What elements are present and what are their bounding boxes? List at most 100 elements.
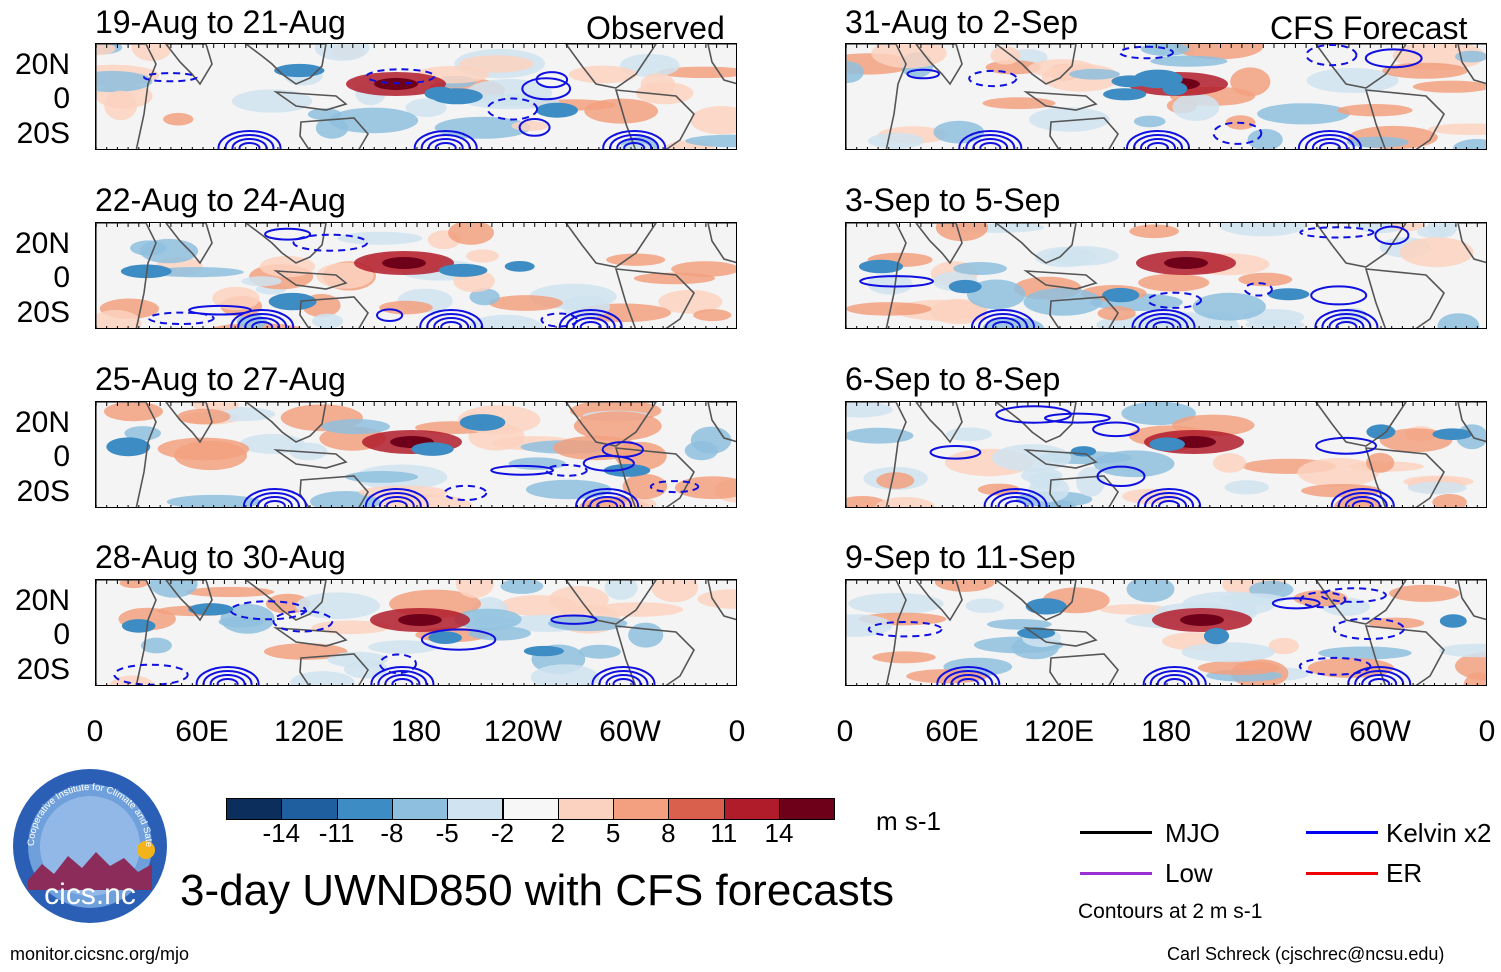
- easterly-shade: [274, 63, 325, 78]
- kelvin-contour: [256, 496, 293, 507]
- coastline: [1023, 270, 1098, 290]
- colorbar-label: 11: [710, 818, 738, 848]
- kelvin-contour: [1299, 226, 1375, 239]
- westerly-core-max: [382, 257, 426, 269]
- coastline: [1049, 475, 1119, 507]
- coastline: [846, 44, 907, 149]
- kelvin-contour: [1137, 488, 1202, 507]
- anomaly-shade: [1023, 288, 1102, 316]
- kelvin-contour: [1337, 492, 1388, 507]
- uwnd-map-5: [846, 44, 1486, 149]
- kelvin-contour: [391, 678, 414, 685]
- easterly-shade: [603, 464, 651, 477]
- anomaly-shade: [868, 132, 924, 149]
- lat-label: 0: [53, 618, 70, 651]
- kelvin-contour: [609, 134, 660, 149]
- anomaly-shade: [1432, 494, 1467, 507]
- anomaly-shade: [1099, 604, 1169, 615]
- contours-note: Contours at 2 m s-1: [1078, 900, 1263, 923]
- coastline: [1049, 653, 1119, 685]
- kelvin-contour: [264, 227, 312, 241]
- anomaly-shade: [337, 231, 423, 245]
- anomaly-shade: [96, 70, 153, 93]
- kelvin-contour: [378, 496, 415, 507]
- lon-label: 120E: [1023, 715, 1095, 748]
- map-panel-3: [95, 401, 737, 508]
- easterly-shade: [1102, 287, 1140, 303]
- coastline: [707, 402, 736, 443]
- uwnd-map-2: [96, 223, 736, 328]
- colorbar-swatch: [557, 798, 615, 820]
- kelvin-contour: [979, 142, 1002, 149]
- easterly-shade: [1017, 627, 1056, 639]
- anomaly-shade: [1224, 480, 1270, 495]
- anomaly-shade: [1368, 617, 1425, 629]
- kelvin-contour: [1152, 321, 1175, 328]
- easterly-shade: [438, 263, 488, 277]
- kelvin-contour: [1344, 496, 1381, 507]
- coastline: [96, 44, 157, 149]
- anomaly-shade: [1257, 103, 1350, 125]
- anomaly-shade: [1297, 458, 1379, 487]
- colorbar-swatch: [613, 798, 670, 820]
- anomaly-shade: [876, 472, 915, 489]
- kelvin-contour: [1351, 500, 1374, 507]
- kelvin-contour: [1144, 492, 1195, 507]
- anomaly-shade: [1438, 643, 1486, 658]
- kelvin-contour: [598, 670, 649, 685]
- lat-label: 20S: [16, 117, 70, 150]
- uwnd-map-8: [846, 580, 1486, 685]
- anomaly-shade: [458, 55, 534, 73]
- kelvin-contour: [1118, 45, 1174, 60]
- uwnd-map-4: [96, 580, 736, 685]
- kelvin-contour: [1044, 412, 1111, 424]
- colorbar-label: 8: [661, 818, 676, 848]
- legend-label-kelvin: Kelvin x2: [1386, 818, 1492, 848]
- kelvin-contour: [545, 464, 588, 477]
- kelvin-contour: [540, 312, 578, 328]
- coastline: [1023, 449, 1098, 469]
- colorbar-label: 14: [764, 818, 794, 848]
- legend-line-kelvin: [1306, 831, 1378, 834]
- lon-label: 120E: [273, 715, 345, 748]
- anomaly-shade: [212, 286, 260, 311]
- easterly-shade: [536, 102, 578, 118]
- easterly-shade: [106, 437, 151, 457]
- kelvin-contour: [579, 321, 602, 328]
- uwnd-map-1: [96, 44, 736, 149]
- footer-url[interactable]: monitor.cicsnc.org/mjo: [10, 944, 190, 964]
- anomaly-shade: [405, 98, 447, 118]
- lon-label: 60E: [925, 715, 979, 748]
- figure-title: 3-day UWND850 with CFS forecasts: [180, 866, 894, 915]
- kelvin-contour: [582, 454, 635, 472]
- coastline: [299, 653, 369, 685]
- kelvin-contour: [1158, 500, 1181, 507]
- anomaly-shade: [982, 97, 1056, 110]
- kelvin-contour: [371, 492, 422, 507]
- colorbar-swatch: [447, 798, 504, 820]
- kelvin-contour: [147, 311, 215, 326]
- kelvin-contour: [384, 674, 421, 685]
- colorbar-label: -14: [262, 818, 301, 848]
- kelvin-contour: [906, 68, 940, 80]
- anomaly-shade: [500, 580, 544, 594]
- lat-label: 20N: [14, 48, 70, 81]
- panel-date-2: 22-Aug to 24-Aug: [95, 182, 346, 218]
- kelvin-contour: [649, 480, 700, 494]
- anomaly-shade: [96, 44, 116, 56]
- coastline: [244, 580, 327, 621]
- kelvin-contour: [616, 138, 653, 149]
- coastline: [1364, 625, 1445, 685]
- colorbar-swatch: [502, 798, 559, 820]
- anomaly-shade: [119, 580, 149, 589]
- anomaly-shade: [109, 675, 155, 685]
- anomaly-shade: [508, 457, 566, 470]
- anomaly-shade: [690, 426, 732, 454]
- anomaly-shade: [1301, 484, 1382, 498]
- kelvin-contour: [377, 670, 428, 685]
- westerly-core-max: [1164, 257, 1208, 269]
- anomaly-shade: [166, 494, 262, 507]
- anomaly-shade: [104, 90, 137, 121]
- kelvin-contour: [1311, 138, 1348, 149]
- easterly-shade: [428, 631, 463, 644]
